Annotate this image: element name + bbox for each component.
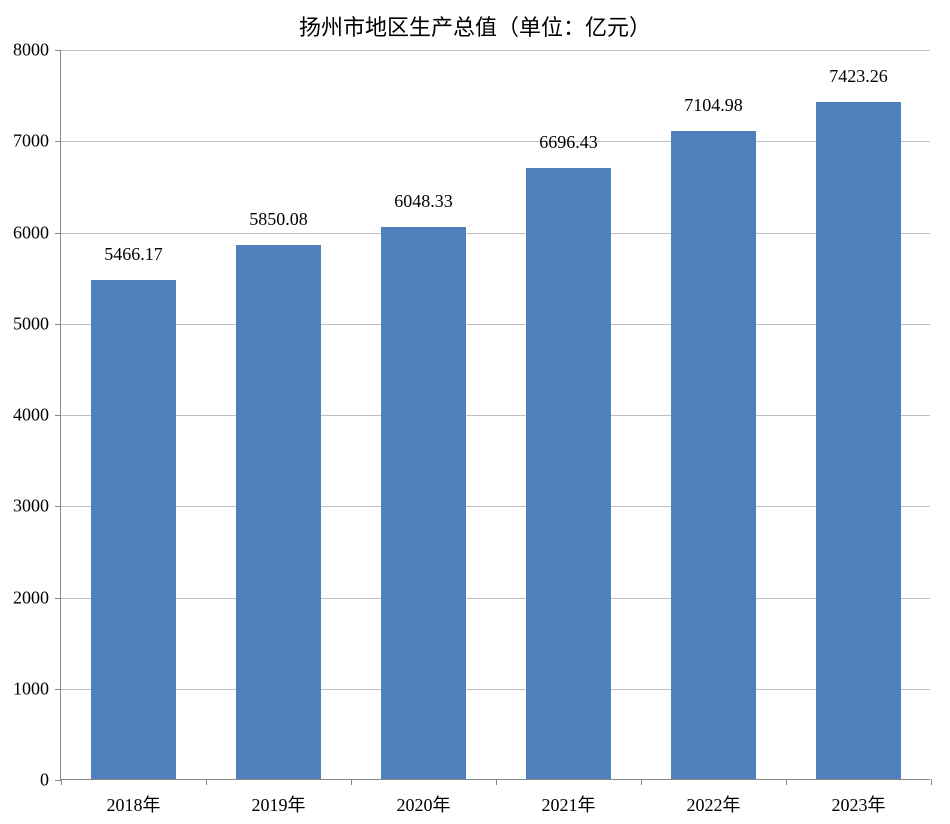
x-tick-label: 2023年	[832, 791, 886, 817]
x-tick-mark	[496, 779, 497, 785]
y-tick-label: 3000	[13, 496, 49, 517]
gdp-bar-chart: 扬州市地区生产总值（单位：亿元） 01000200030004000500060…	[0, 0, 950, 824]
y-tick-mark	[55, 233, 61, 234]
x-tick-mark	[351, 779, 352, 785]
y-tick-mark	[55, 598, 61, 599]
x-tick-mark	[206, 779, 207, 785]
y-gridline	[61, 50, 930, 51]
y-tick-label: 0	[40, 770, 49, 791]
bar-value-label: 6696.43	[539, 132, 598, 153]
bar	[671, 131, 755, 779]
bar-value-label: 5466.17	[104, 244, 163, 265]
x-tick-label: 2022年	[687, 791, 741, 817]
bar-value-label: 5850.08	[249, 209, 308, 230]
y-tick-label: 4000	[13, 405, 49, 426]
x-tick-label: 2018年	[107, 791, 161, 817]
y-tick-mark	[55, 141, 61, 142]
y-tick-label: 6000	[13, 222, 49, 243]
chart-title: 扬州市地区生产总值（单位：亿元）	[0, 10, 950, 42]
x-tick-label: 2019年	[252, 791, 306, 817]
y-tick-label: 5000	[13, 313, 49, 334]
y-tick-label: 1000	[13, 678, 49, 699]
x-tick-mark	[61, 779, 62, 785]
x-tick-label: 2021年	[542, 791, 596, 817]
y-tick-mark	[55, 324, 61, 325]
bar	[236, 245, 320, 779]
bar-value-label: 7423.26	[829, 66, 888, 87]
y-gridline	[61, 598, 930, 599]
y-tick-mark	[55, 689, 61, 690]
y-tick-mark	[55, 506, 61, 507]
bar	[381, 227, 465, 779]
y-gridline	[61, 141, 930, 142]
plot-area: 0100020003000400050006000700080002018年54…	[60, 50, 930, 780]
bar	[526, 168, 610, 779]
x-tick-label: 2020年	[397, 791, 451, 817]
bar	[91, 280, 175, 779]
y-tick-label: 7000	[13, 131, 49, 152]
y-gridline	[61, 233, 930, 234]
bar-value-label: 7104.98	[684, 95, 743, 116]
y-tick-mark	[55, 50, 61, 51]
bar	[816, 102, 900, 779]
y-tick-label: 8000	[13, 40, 49, 61]
y-gridline	[61, 506, 930, 507]
y-tick-label: 2000	[13, 587, 49, 608]
x-tick-mark	[786, 779, 787, 785]
x-tick-mark	[641, 779, 642, 785]
bar-value-label: 6048.33	[394, 191, 453, 212]
y-gridline	[61, 415, 930, 416]
y-tick-mark	[55, 415, 61, 416]
y-gridline	[61, 324, 930, 325]
x-tick-mark	[931, 779, 932, 785]
y-gridline	[61, 689, 930, 690]
